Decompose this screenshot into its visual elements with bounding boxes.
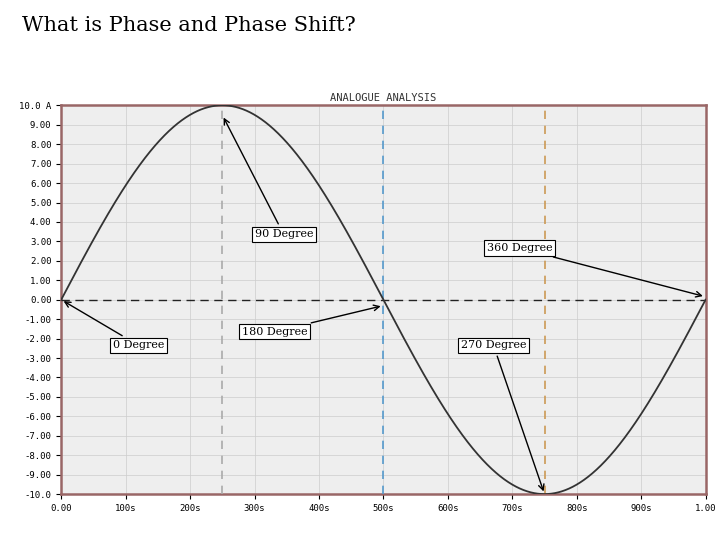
Text: 0 Degree: 0 Degree: [65, 302, 164, 350]
Text: What is Phase and Phase Shift?: What is Phase and Phase Shift?: [22, 16, 356, 35]
Text: 360 Degree: 360 Degree: [487, 243, 701, 297]
Text: 180 Degree: 180 Degree: [242, 305, 379, 337]
Text: 270 Degree: 270 Degree: [461, 340, 544, 490]
Title: ANALOGUE ANALYSIS: ANALOGUE ANALYSIS: [330, 93, 436, 103]
Text: 90 Degree: 90 Degree: [225, 119, 313, 240]
